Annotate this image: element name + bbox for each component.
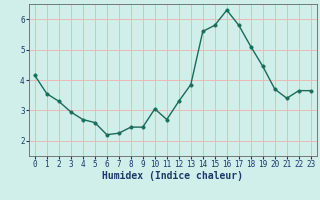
- X-axis label: Humidex (Indice chaleur): Humidex (Indice chaleur): [102, 171, 243, 181]
